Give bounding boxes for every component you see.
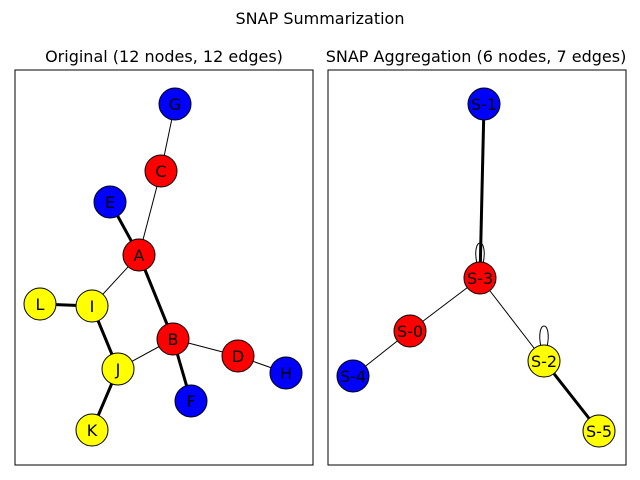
node-c: C bbox=[144, 154, 178, 188]
panel-original: Original (12 nodes, 12 edges) A B C D E F G H I J… bbox=[14, 47, 314, 466]
node-circle bbox=[582, 414, 616, 448]
node-l: L bbox=[23, 287, 57, 321]
node-label: S-3 bbox=[467, 269, 493, 288]
node-g: G bbox=[158, 87, 192, 121]
node-label: C bbox=[155, 162, 166, 181]
panel-original-edges bbox=[39, 103, 287, 431]
node-circle bbox=[75, 413, 109, 447]
node-s-0: S-0 bbox=[393, 314, 427, 348]
node-circle bbox=[336, 359, 370, 393]
node-label: B bbox=[168, 330, 179, 349]
node-label: L bbox=[36, 295, 45, 314]
node-label: E bbox=[105, 193, 115, 212]
node-label: J bbox=[115, 360, 121, 379]
figure-title: SNAP Summarization bbox=[236, 9, 405, 28]
node-j: J bbox=[101, 352, 135, 386]
edge-s-3-s-2 bbox=[479, 277, 545, 362]
panel-original-nodes: A B C D E F G H I J K L bbox=[23, 87, 303, 447]
node-label: G bbox=[169, 95, 181, 114]
node-s-5: S-5 bbox=[582, 414, 616, 448]
node-s-3: S-3 bbox=[463, 261, 497, 295]
node-circle bbox=[527, 344, 561, 378]
node-circle bbox=[158, 87, 192, 121]
node-label: H bbox=[280, 364, 292, 383]
node-label: S-4 bbox=[340, 367, 366, 386]
node-circle bbox=[156, 322, 190, 356]
node-s-4: S-4 bbox=[336, 359, 370, 393]
panel-aggregation: SNAP Aggregation (6 nodes, 7 edges) S-1S… bbox=[326, 47, 627, 466]
node-circle bbox=[269, 356, 303, 390]
node-circle bbox=[144, 154, 178, 188]
node-circle bbox=[75, 289, 109, 323]
edge-s-1-s-3 bbox=[478, 103, 486, 279]
node-label: S-5 bbox=[586, 422, 612, 441]
node-h: H bbox=[269, 356, 303, 390]
node-circle bbox=[174, 384, 208, 418]
node-circle bbox=[122, 238, 156, 272]
node-b: B bbox=[156, 322, 190, 356]
node-circle bbox=[93, 185, 127, 219]
node-label: I bbox=[90, 297, 95, 316]
node-circle bbox=[23, 287, 57, 321]
node-circle bbox=[463, 261, 497, 295]
node-d: D bbox=[221, 339, 255, 373]
panel-aggregation-title: SNAP Aggregation (6 nodes, 7 edges) bbox=[326, 47, 627, 66]
panel-aggregation-nodes: S-1 S-3 S-0 S-2 S-4 S-5 bbox=[336, 87, 616, 448]
node-label: S-1 bbox=[471, 95, 497, 114]
node-label: S-2 bbox=[531, 352, 557, 371]
node-label: F bbox=[186, 392, 195, 411]
node-label: D bbox=[232, 347, 244, 366]
panel-original-frame bbox=[14, 69, 314, 466]
node-s-1: S-1 bbox=[467, 87, 501, 121]
node-k: K bbox=[75, 413, 109, 447]
node-circle bbox=[467, 87, 501, 121]
edge-s-2-s-2 bbox=[539, 325, 549, 348]
node-e: E bbox=[93, 185, 127, 219]
node-circle bbox=[101, 352, 135, 386]
node-i: I bbox=[75, 289, 109, 323]
node-label: K bbox=[87, 421, 98, 440]
panel-original-title: Original (12 nodes, 12 edges) bbox=[45, 47, 283, 66]
node-label: S-0 bbox=[397, 322, 423, 341]
node-circle bbox=[393, 314, 427, 348]
node-f: F bbox=[174, 384, 208, 418]
node-circle bbox=[221, 339, 255, 373]
node-a: A bbox=[122, 238, 156, 272]
node-s-2: S-2 bbox=[527, 344, 561, 378]
edge-s-3-s-3 bbox=[475, 242, 485, 265]
node-label: A bbox=[134, 246, 145, 265]
panel-aggregation-frame bbox=[327, 69, 627, 466]
